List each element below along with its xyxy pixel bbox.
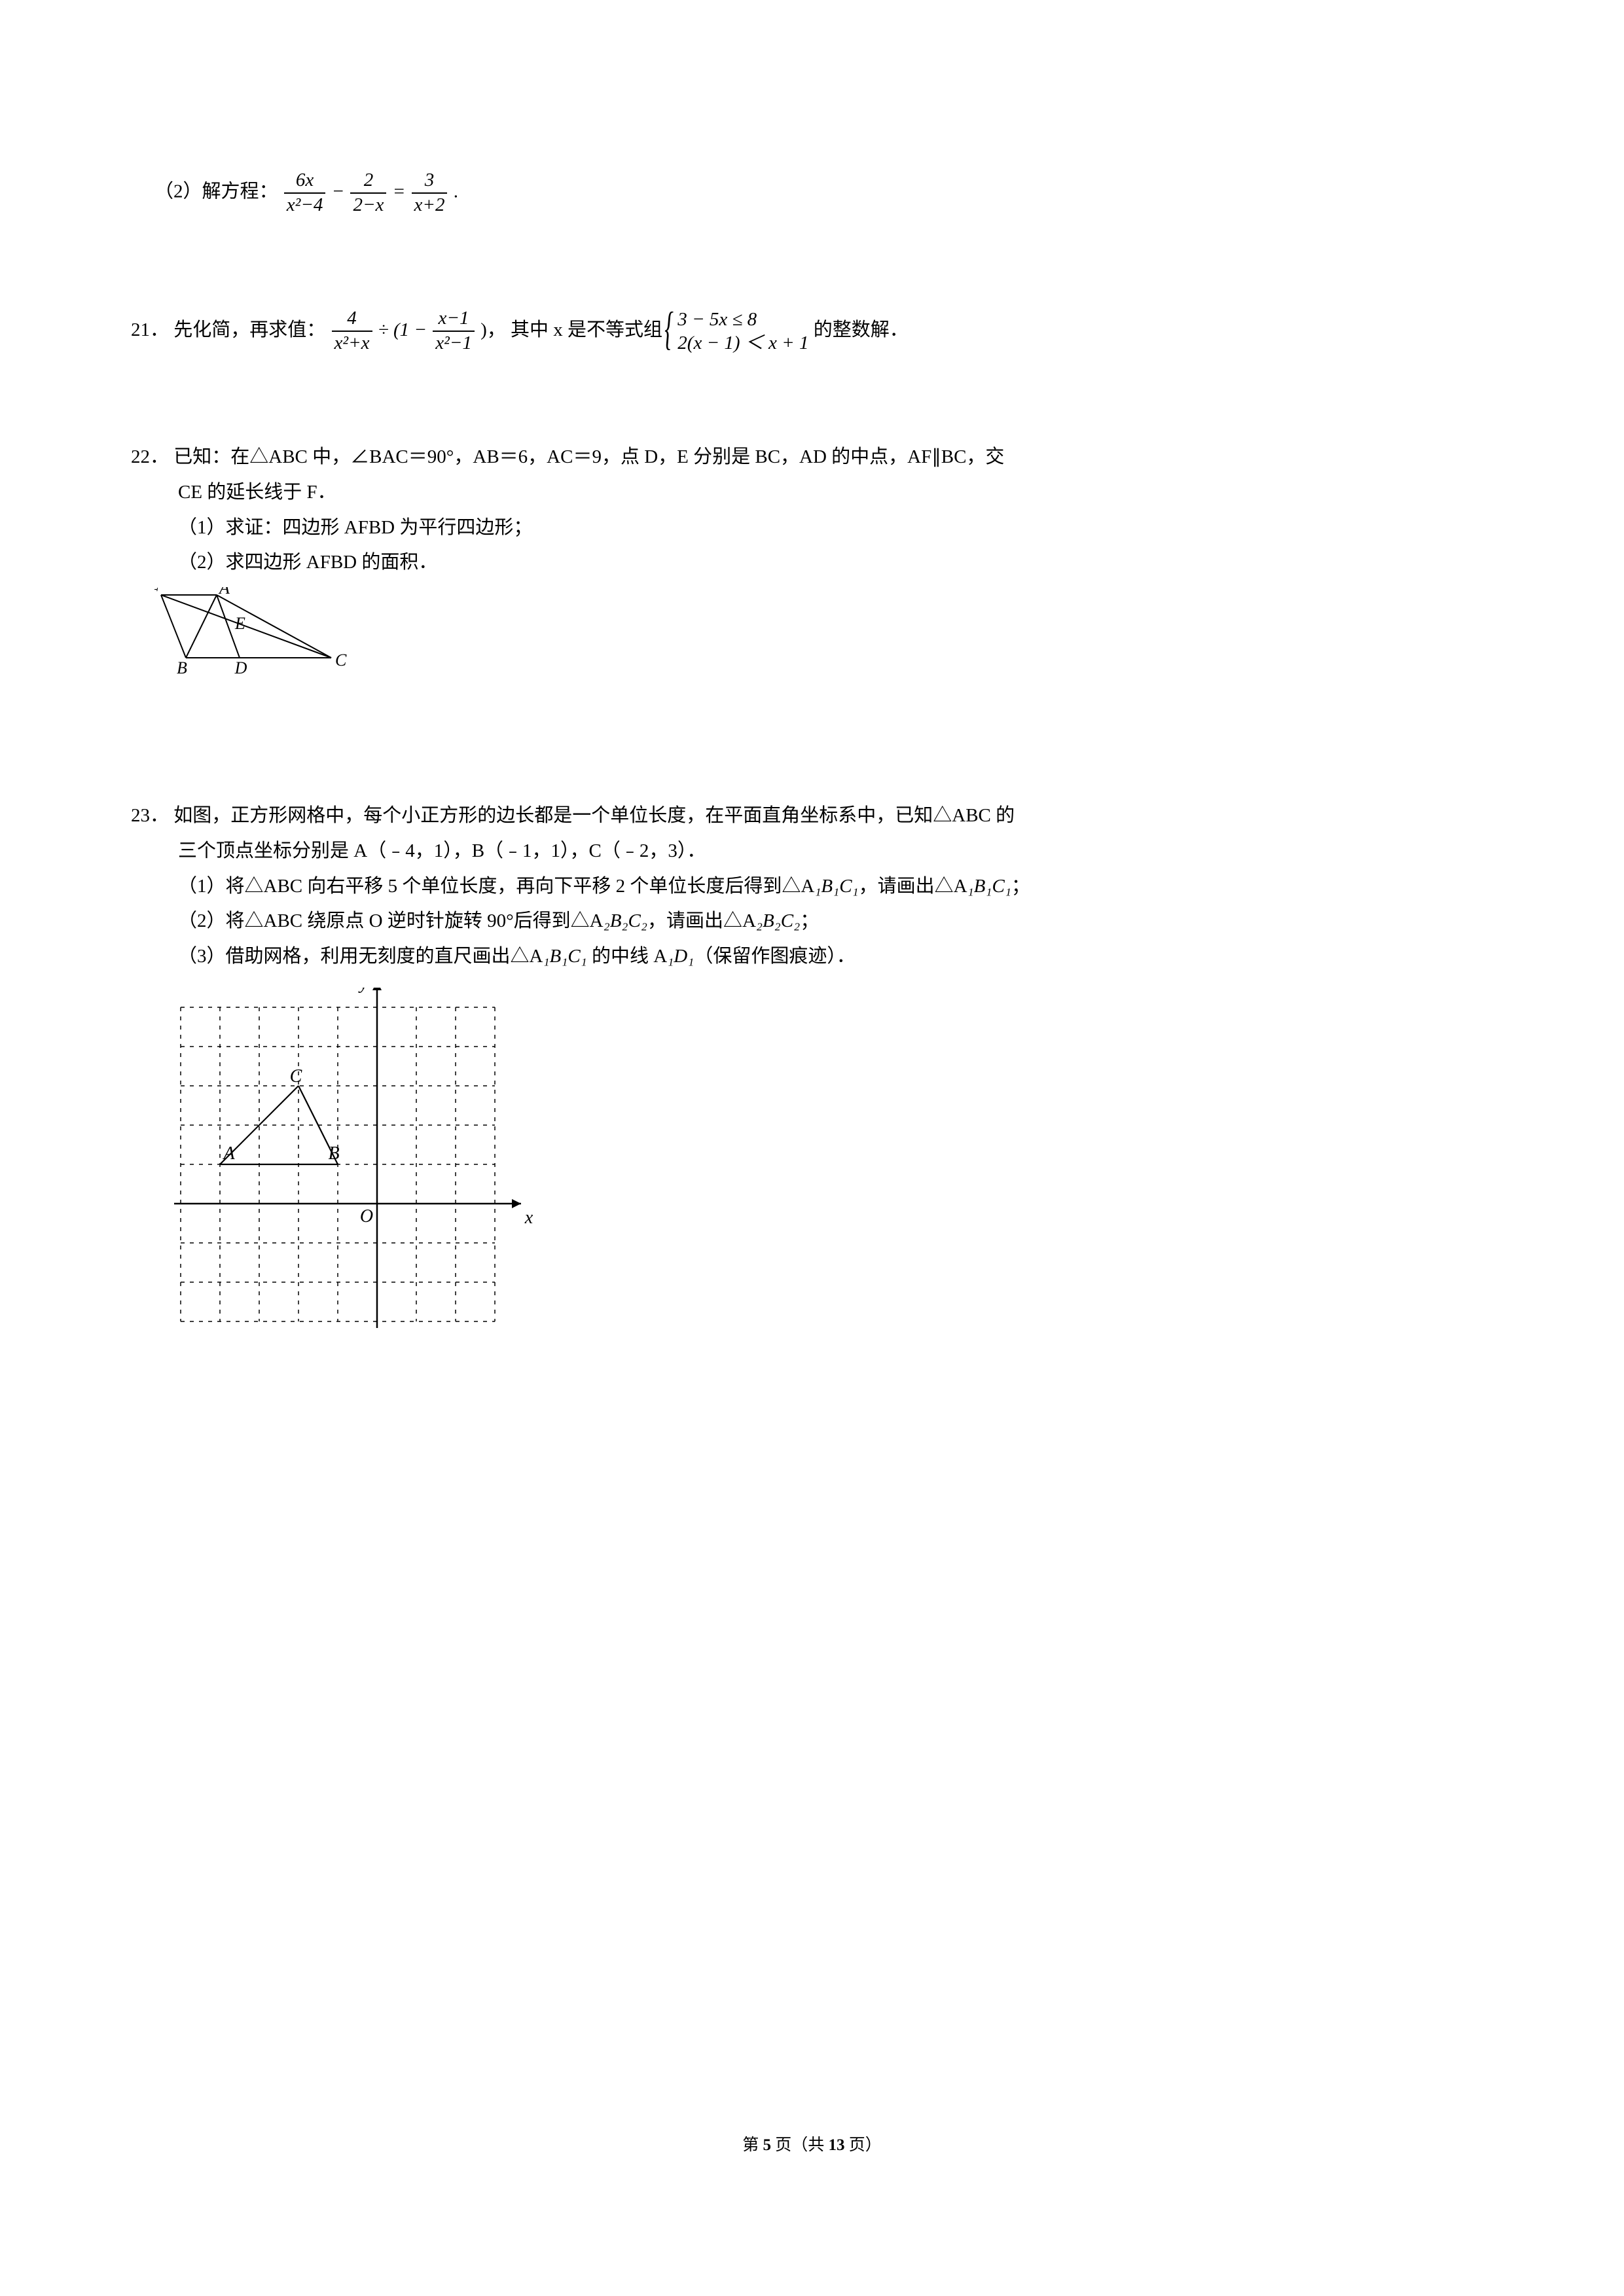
q21-div: ÷ (1 − xyxy=(378,319,431,340)
q22-num: 22． xyxy=(131,440,169,475)
svg-text:B: B xyxy=(328,1143,339,1164)
q23-part2: （2）将△ABC 绕原点 O 逆时针旋转 90°后得到△A₂B₂C₂，请画出△A… xyxy=(131,904,1493,939)
q23-part1: （1）将△ABC 向右平移 5 个单位长度，再向下平移 2 个单位长度后得到△A… xyxy=(131,869,1493,905)
svg-text:F: F xyxy=(154,587,160,599)
q23-line1b: 三个顶点坐标分别是 A（﹣4，1），B（﹣1，1），C（﹣2，3）． xyxy=(131,834,1493,869)
q21-text1: 先化简，再求值： xyxy=(173,319,325,340)
page-footer: 第 5 页（共 13 页） xyxy=(0,2132,1624,2155)
grid-svg: A B C Ox y xyxy=(154,988,547,1348)
p20-label: （2）解方程： xyxy=(154,181,278,202)
q23-part3: （3）借助网格，利用无刻度的直尺画出△A₁B₁C₁ 的中线 A₁D₁（保留作图痕… xyxy=(131,939,1493,975)
q22-part1: （1）求证：四边形 AFBD 为平行四边形； xyxy=(131,511,1493,546)
svg-text:x: x xyxy=(524,1208,533,1228)
q22-line1b: CE 的延长线于 F． xyxy=(131,475,1493,511)
svg-text:A: A xyxy=(222,1143,235,1164)
q23-line1: 23． 如图，正方形网格中，每个小正方形的边长都是一个单位长度，在平面直角坐标系… xyxy=(131,798,1493,834)
period: . xyxy=(454,181,458,202)
figure-22: F A B D C E xyxy=(154,587,1493,694)
problem-20-2: （2）解方程： 6x x²−4 − 2 2−x = 3 x+2 . xyxy=(131,170,1493,216)
triangle-fabcde-svg: F A B D C E xyxy=(154,587,364,682)
svg-text:y: y xyxy=(358,988,369,994)
svg-text:B: B xyxy=(177,658,187,677)
q21-num: 21． xyxy=(131,313,169,348)
q22-line1: 22． 已知：在△ABC 中，∠BAC＝90°，AB＝6，AC＝9，点 D，E … xyxy=(131,440,1493,475)
figure-23: A B C Ox y xyxy=(154,988,1493,1360)
svg-text:C: C xyxy=(335,651,347,670)
equals: = xyxy=(393,181,410,202)
q23-text: 如图，正方形网格中，每个小正方形的边长都是一个单位长度，在平面直角坐标系中，已知… xyxy=(173,805,1015,826)
svg-text:C: C xyxy=(290,1066,302,1086)
problem-23: 23． 如图，正方形网格中，每个小正方形的边长都是一个单位长度，在平面直角坐标系… xyxy=(131,798,1493,1359)
page-content: （2）解方程： 6x x²−4 − 2 2−x = 3 x+2 . 21． 先化… xyxy=(0,0,1624,1497)
q22-part2: （2）求四边形 AFBD 的面积． xyxy=(131,545,1493,581)
minus: − xyxy=(332,181,350,202)
frac-1: 6x x²−4 xyxy=(284,170,326,216)
q21-frac2: x−1 x²−1 xyxy=(433,308,475,354)
frac-3: 3 x+2 xyxy=(412,170,448,216)
q21-text3: 的整数解． xyxy=(814,319,909,340)
svg-text:D: D xyxy=(234,658,247,677)
q21-text2: 其中 x 是不等式组 xyxy=(511,319,662,340)
q21-close: )， xyxy=(480,319,506,340)
svg-text:A: A xyxy=(218,587,230,598)
svg-text:E: E xyxy=(234,614,245,633)
svg-text:O: O xyxy=(360,1206,373,1227)
problem-21: 21． 先化简，再求值： 4 x²+x ÷ (1 − x−1 x²−1 )， 其… xyxy=(131,308,1493,355)
frac-2: 2 2−x xyxy=(350,170,386,216)
q22-text: 已知：在△ABC 中，∠BAC＝90°，AB＝6，AC＝9，点 D，E 分别是 … xyxy=(173,446,1004,467)
problem-22: 22． 已知：在△ABC 中，∠BAC＝90°，AB＝6，AC＝9，点 D，E … xyxy=(131,440,1493,694)
q21-frac1: 4 x²+x xyxy=(332,308,372,354)
q21-system: 3 − 5x ≤ 8 2(x − 1) ＜ x + 1 xyxy=(667,308,808,355)
q23-num: 23． xyxy=(131,798,169,834)
